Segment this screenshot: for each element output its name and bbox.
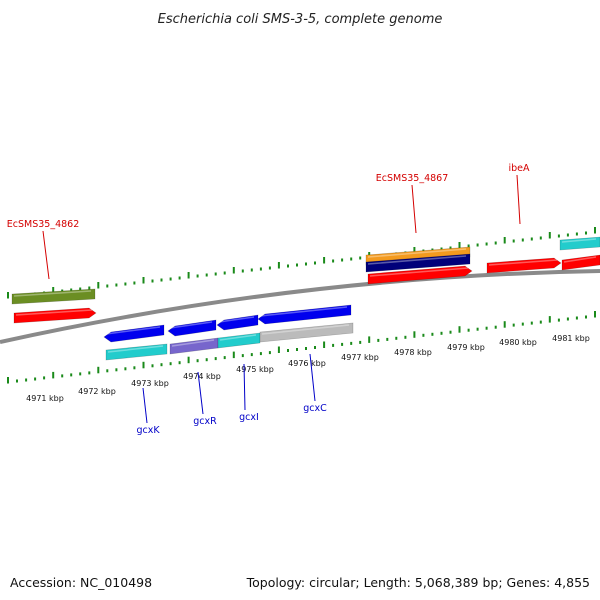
scale-label: 4972 kbp xyxy=(78,387,116,396)
gene-cyan xyxy=(559,236,600,251)
gene-label: gcxC xyxy=(303,403,327,414)
gene-highlight xyxy=(13,290,92,297)
gene-blue xyxy=(167,319,217,337)
scale-label: 4978 kbp xyxy=(394,348,432,357)
scale-label: 4975 kbp xyxy=(236,365,274,374)
label-leader-line xyxy=(243,363,246,411)
gene-highlight xyxy=(259,306,348,317)
gene-labels: EcSMS35_4862 EcSMS35_4867 ibeA gcxK gcxR gcxI… xyxy=(7,163,530,436)
label-leader-line xyxy=(411,184,417,234)
genome-backbone xyxy=(0,269,600,344)
gene-blue xyxy=(103,324,165,343)
scale-label: 4973 kbp xyxy=(131,379,169,388)
scale-label: 4980 kbp xyxy=(499,338,537,347)
gene-red xyxy=(13,307,97,324)
label-leader-line xyxy=(516,174,521,225)
gene-highlight xyxy=(15,309,93,316)
scale-label: 4976 kbp xyxy=(288,359,326,368)
accession-text: Accession: NC_010498 xyxy=(10,575,152,590)
gene-label: EcSMS35_4862 xyxy=(7,219,80,230)
gene-navy xyxy=(365,253,471,273)
scale-label: 4981 kbp xyxy=(552,334,590,343)
label-leader-line xyxy=(197,371,204,415)
gene-label: gcxR xyxy=(193,416,217,427)
label-leader-line xyxy=(309,353,316,402)
gene-highlight xyxy=(218,316,255,323)
lower-scale-ticks xyxy=(7,311,596,384)
gene-highlight xyxy=(105,326,161,335)
gene-highlight xyxy=(369,267,469,277)
gene-highlight xyxy=(367,255,467,265)
scale-label: 4971 kbp xyxy=(26,394,64,403)
label-leader-line xyxy=(142,387,148,424)
gene-label: gcxI xyxy=(239,412,259,423)
gene-highlight xyxy=(169,321,213,329)
gene-cyan xyxy=(217,332,261,349)
gene-label: EcSMS35_4867 xyxy=(376,173,449,184)
scale-labels: 4971 kbp 4972 kbp 4973 kbp 4974 kbp 4975 kbp… xyxy=(26,334,590,403)
gene-highlight xyxy=(561,238,597,243)
scale-label: 4979 kbp xyxy=(447,343,485,352)
gene-olive xyxy=(11,288,96,305)
gene-highlight xyxy=(367,248,467,258)
gene-highlight xyxy=(171,339,215,347)
gene-highlight xyxy=(107,345,164,353)
gene-red xyxy=(561,254,600,271)
gene-label: gcxK xyxy=(136,425,160,436)
gene-highlight xyxy=(219,334,257,341)
gene-cyan xyxy=(105,343,168,361)
gene-label: ibeA xyxy=(508,163,530,174)
gene-grey xyxy=(259,322,354,343)
upper-scale-ticks xyxy=(7,227,596,299)
gene-tracks xyxy=(11,236,600,361)
gene-red xyxy=(367,265,473,285)
gene-highlight xyxy=(563,256,597,263)
gene-red xyxy=(486,257,562,274)
gene-blue xyxy=(216,314,259,331)
genome-title: Escherichia coli SMS-3-5, complete genom… xyxy=(158,12,443,27)
scale-label: 4977 kbp xyxy=(341,353,379,362)
gene-highlight xyxy=(488,259,558,266)
label-leader-line xyxy=(42,230,50,280)
gene-blue xyxy=(257,304,352,325)
gene-highlight xyxy=(261,324,350,335)
topology-text: Topology: circular; Length: 5,068,389 bp… xyxy=(246,575,590,590)
scale-label: 4974 kbp xyxy=(183,372,221,381)
